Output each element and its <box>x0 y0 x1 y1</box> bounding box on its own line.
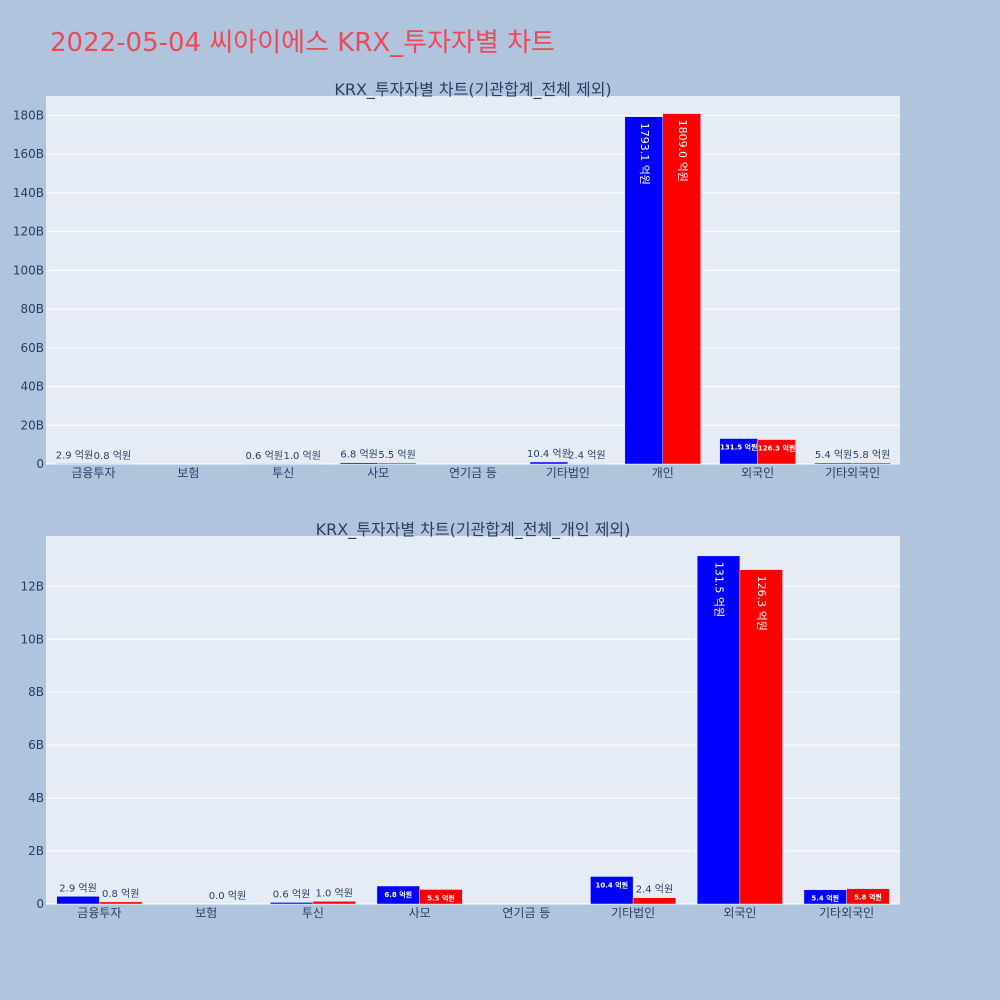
data-label: 5.8 억원 <box>853 449 890 461</box>
bar <box>624 116 664 465</box>
chart-2: 0 2B 4B 6B 8B 10B 12B KRX_투자자별 차트(기관합계_전체_개인 제외… <box>20 520 900 920</box>
x-tick-label: 기타법인 <box>611 906 655 920</box>
bar <box>662 113 701 465</box>
data-label: 1793.1 억원 <box>638 123 651 185</box>
bar <box>269 902 314 905</box>
data-label: 126.3 억원 <box>758 444 795 453</box>
data-label: 1.0 억원 <box>283 450 320 462</box>
bar <box>55 463 94 465</box>
bar <box>757 439 796 465</box>
data-label: 5.8 억원 <box>854 893 882 902</box>
x-tick-label: 기타외국인 <box>825 466 880 480</box>
y-tick-label: 12B <box>20 579 44 593</box>
x-tick-label: 투신 <box>272 466 294 480</box>
data-label: 2.4 억원 <box>568 450 605 462</box>
data-label: 2.9 억원 <box>56 449 93 461</box>
bar <box>312 901 356 905</box>
y-tick-label: 40B <box>20 380 44 394</box>
x-tick-label: 금융투자 <box>71 466 115 480</box>
data-label: 10.4 억원 <box>527 448 571 460</box>
y-tick-label: 2B <box>28 844 44 858</box>
x-tick-label: 기타외국인 <box>819 906 874 920</box>
y-tick-label: 0 <box>36 457 44 471</box>
bar <box>814 462 853 465</box>
data-label: 5.4 억원 <box>811 894 839 903</box>
x-tick-label: 보험 <box>177 466 199 480</box>
y-tick-label: 100B <box>13 263 44 277</box>
x-tick-label: 외국인 <box>741 466 774 480</box>
y-tick-label: 6B <box>28 738 44 752</box>
x-tick-label: 사모 <box>409 906 431 920</box>
x-tick-label: 투신 <box>302 906 324 920</box>
data-label: 131.5 억원 <box>720 443 757 452</box>
y-tick-label: 60B <box>20 341 44 355</box>
x-tick-label: 사모 <box>367 466 389 480</box>
data-label: 5.5 억원 <box>427 893 455 902</box>
y-tick-label: 140B <box>13 186 44 200</box>
bar <box>56 896 100 905</box>
bar <box>696 555 741 905</box>
chart-1: 0 20B 40B 60B 80B 100B 120B 140B 160B 180B KRX_투자자… <box>13 80 900 480</box>
plot-area <box>46 96 900 464</box>
data-label: 10.4 억원 <box>595 880 628 889</box>
bar <box>846 888 890 905</box>
y-tick-label: 160B <box>13 147 44 161</box>
bar <box>719 438 758 465</box>
data-label: 0.8 억원 <box>102 888 139 900</box>
y-tick-label: 20B <box>20 418 44 432</box>
bar <box>419 889 463 905</box>
y-tick-label: 4B <box>28 791 44 805</box>
x-tick-label: 기타법인 <box>546 466 590 480</box>
data-label: 0.6 억원 <box>273 888 310 900</box>
data-label: 131.5 억원 <box>713 562 726 617</box>
bar <box>852 462 891 465</box>
x-tick-label: 보험 <box>195 906 217 920</box>
page-title: 2022-05-04 씨아이에스 KRX_투자자별 차트 <box>50 28 555 58</box>
y-tick-label: 180B <box>13 108 44 122</box>
bar <box>739 569 783 905</box>
data-label: 2.9 억원 <box>59 882 96 894</box>
y-tick-label: 8B <box>28 685 44 699</box>
data-label: 2.4 억원 <box>636 884 673 896</box>
data-label: 5.5 억원 <box>378 449 415 461</box>
x-tick-label: 금융투자 <box>77 906 121 920</box>
chart-title: KRX_투자자별 차트(기관합계_전체_개인 제외) <box>316 520 631 540</box>
bar <box>99 901 143 905</box>
y-tick-label: 120B <box>13 225 44 239</box>
data-label: 5.4 억원 <box>815 449 852 461</box>
data-label: 0.8 억원 <box>94 450 131 462</box>
data-label: 6.8 억원 <box>340 449 377 461</box>
bar <box>529 461 569 465</box>
bar <box>632 897 677 905</box>
data-label: 1.0 억원 <box>315 887 352 899</box>
data-label: 6.8 억원 <box>384 890 412 899</box>
chart-title: KRX_투자자별 차트(기관합계_전체 제외) <box>334 80 611 100</box>
y-tick-label: 10B <box>20 632 44 646</box>
data-label: 1809.0 억원 <box>676 120 689 182</box>
x-tick-label: 연기금 등 <box>449 466 497 480</box>
x-tick-label: 외국인 <box>723 906 756 920</box>
y-tick-label: 80B <box>20 302 44 316</box>
x-tick-label: 개인 <box>652 466 674 480</box>
x-tick-label: 연기금 등 <box>502 906 550 920</box>
data-label: 126.3 억원 <box>755 576 768 631</box>
bar <box>377 462 417 465</box>
data-label: 0.6 억원 <box>246 450 283 462</box>
bar <box>339 462 379 465</box>
y-tick-label: 0 <box>36 897 44 911</box>
data-label: 0.0 억원 <box>209 890 246 902</box>
bar <box>590 876 634 905</box>
